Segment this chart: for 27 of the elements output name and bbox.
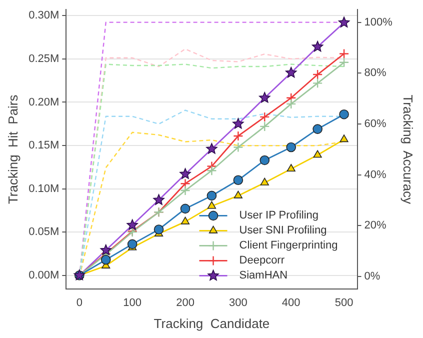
y2-axis-title: Tracking Accuracy: [400, 94, 416, 205]
y-tick-label: 0.20M: [28, 96, 60, 108]
y2-tick-label: 60%: [364, 118, 386, 130]
y-axis-title: Tracking Hit Pairs: [5, 94, 20, 204]
x-tick-label: 400: [282, 296, 300, 309]
x-tick-label: 100: [123, 296, 142, 309]
y2-tick-label: 20%: [364, 220, 386, 232]
y-tick-label: 0.10M: [28, 182, 60, 195]
y2-tick-label: 80%: [364, 67, 386, 80]
legend-label: User IP Profiling: [239, 210, 319, 222]
x-tick-label: 200: [176, 296, 194, 309]
legend-label: Deepcorr: [239, 254, 285, 267]
y2-tick-label: 100%: [364, 16, 393, 28]
y2-tick-label: 0%: [364, 270, 380, 283]
legend-label: SiamHAN: [239, 270, 288, 282]
y2-tick-label: 40%: [364, 168, 386, 181]
x-axis-title: Tracking Candidate: [154, 316, 270, 331]
y-tick-label: 0.30M: [28, 10, 60, 22]
x-tick-label: 300: [229, 296, 248, 309]
legend-label: User SNI Profiling: [239, 224, 327, 237]
legend-label: Client Fingerprinting: [239, 240, 338, 252]
y-tick-label: 0.25M: [28, 52, 60, 65]
x-tick-label: 0: [76, 296, 82, 309]
y-tick-label: 0.05M: [28, 226, 60, 238]
y-tick-label: 0.00M: [28, 269, 60, 282]
y-tick-label: 0.15M: [28, 140, 60, 152]
x-tick-label: 500: [334, 296, 354, 309]
